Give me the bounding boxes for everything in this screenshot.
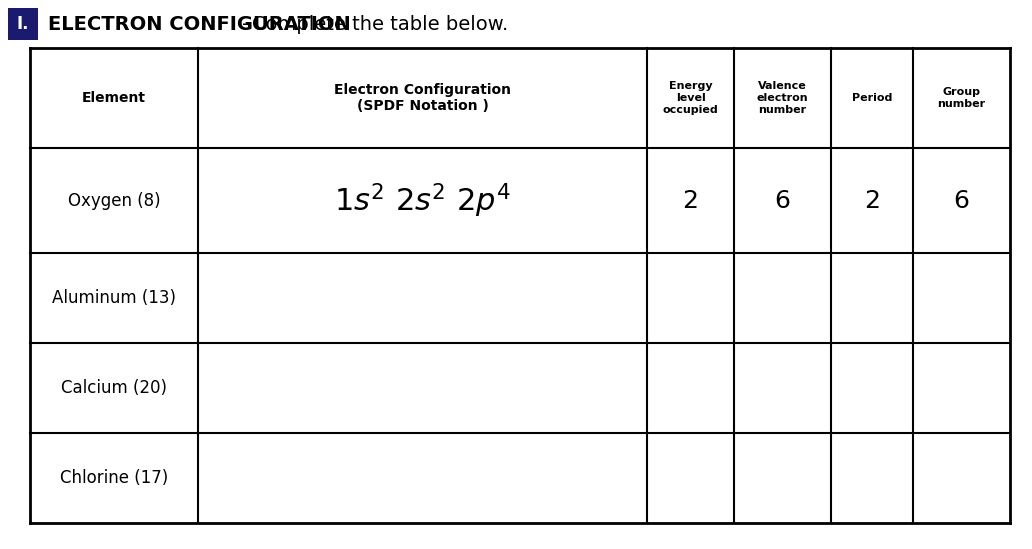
Text: Energy
level
occupied: Energy level occupied [663, 81, 718, 115]
Text: 6: 6 [775, 188, 791, 212]
Text: Element: Element [82, 91, 146, 105]
Text: Electron Configuration
(SPDF Notation ): Electron Configuration (SPDF Notation ) [334, 83, 511, 113]
Text: Oxygen (8): Oxygen (8) [68, 192, 160, 210]
Text: Period: Period [851, 93, 892, 103]
Text: Valence
electron
number: Valence electron number [756, 81, 808, 115]
Text: 6: 6 [954, 188, 969, 212]
Text: Chlorine (17): Chlorine (17) [60, 469, 168, 487]
Text: Aluminum (13): Aluminum (13) [52, 289, 175, 307]
Text: Calcium (20): Calcium (20) [61, 379, 167, 397]
Text: ELECTRON CONFIGURATION: ELECTRON CONFIGURATION [49, 14, 351, 33]
Text: 2: 2 [864, 188, 880, 212]
Text: –Complete the table below.: –Complete the table below. [241, 14, 508, 33]
Text: 2: 2 [682, 188, 699, 212]
Text: $1s^2\ 2s^2\ 2p^4$: $1s^2\ 2s^2\ 2p^4$ [334, 181, 511, 220]
Text: I.: I. [17, 15, 29, 33]
Text: Group
number: Group number [937, 87, 986, 109]
Bar [8, 8, 38, 40]
